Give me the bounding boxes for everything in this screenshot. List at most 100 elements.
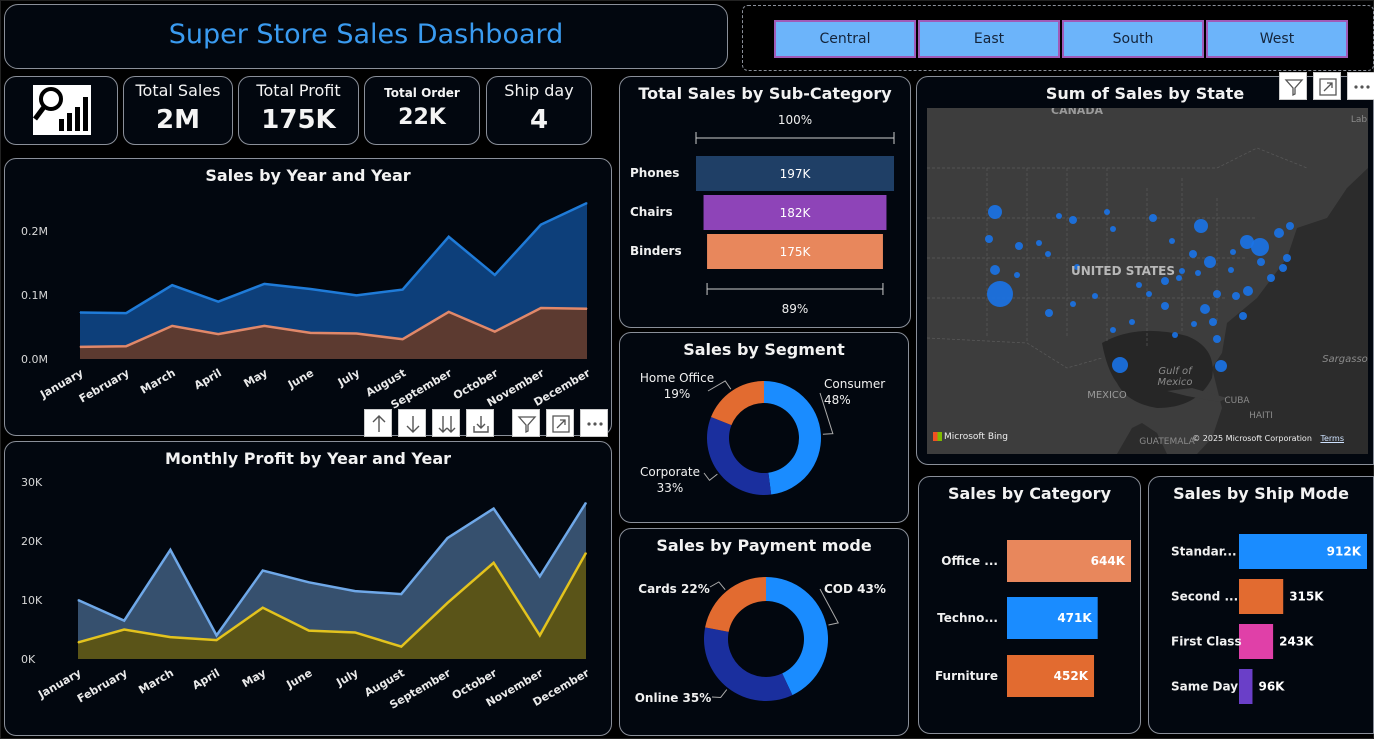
state-bubble[interactable] bbox=[1204, 256, 1216, 268]
map-card[interactable]: Sum of Sales by State CANADA UNITED STAT… bbox=[916, 76, 1374, 465]
state-bubble[interactable] bbox=[1195, 270, 1201, 276]
data-point bbox=[448, 311, 450, 313]
map-area[interactable]: CANADA UNITED STATES Gulf of Mexico MEXI… bbox=[927, 108, 1368, 454]
state-bubble[interactable] bbox=[1172, 332, 1178, 338]
state-bubble[interactable] bbox=[1149, 214, 1157, 222]
payment-card[interactable]: Sales by Payment mode COD 43% Online 35% C… bbox=[619, 528, 909, 736]
state-bubble[interactable] bbox=[1161, 302, 1169, 310]
state-bubble[interactable] bbox=[1257, 258, 1265, 266]
state-bubble[interactable] bbox=[1209, 318, 1217, 326]
kpi-label: Total Profit bbox=[256, 81, 341, 100]
slicer-south[interactable]: South bbox=[1062, 20, 1204, 58]
slice-label: 48% bbox=[824, 393, 851, 407]
state-bubble[interactable] bbox=[1074, 264, 1080, 270]
state-bubble[interactable] bbox=[1232, 292, 1240, 300]
shipmode-card[interactable]: Sales by Ship Mode Standar... 912K Second … bbox=[1148, 476, 1374, 734]
drill-up-icon[interactable] bbox=[364, 409, 392, 437]
state-bubble[interactable] bbox=[1191, 321, 1197, 327]
state-bubble[interactable] bbox=[1112, 357, 1128, 373]
slicer-east[interactable]: East bbox=[918, 20, 1060, 58]
bar[interactable] bbox=[1239, 669, 1253, 704]
subcategory-card[interactable]: Total Sales by Sub-Category 100% 197K Phon… bbox=[619, 76, 911, 328]
state-bubble[interactable] bbox=[1213, 290, 1221, 298]
funnel-bar[interactable] bbox=[707, 234, 883, 269]
state-bubble[interactable] bbox=[1215, 360, 1227, 372]
bar[interactable] bbox=[1239, 534, 1367, 569]
donut-slice[interactable] bbox=[707, 417, 772, 495]
state-bubble[interactable] bbox=[1146, 291, 1152, 297]
state-bubble[interactable] bbox=[1194, 219, 1208, 233]
state-bubble[interactable] bbox=[1179, 268, 1185, 274]
state-bubble[interactable] bbox=[1200, 304, 1210, 314]
filter-icon[interactable] bbox=[512, 409, 540, 437]
state-bubble[interactable] bbox=[1069, 216, 1077, 224]
state-bubble[interactable] bbox=[1279, 264, 1287, 272]
state-bubble[interactable] bbox=[1274, 228, 1284, 238]
state-bubble[interactable] bbox=[1267, 274, 1275, 282]
state-bubble[interactable] bbox=[1014, 272, 1020, 278]
state-bubble[interactable] bbox=[1283, 254, 1291, 262]
category-card[interactable]: Sales by Category Office ... 644K Techno..… bbox=[918, 476, 1141, 734]
expand-all-icon[interactable] bbox=[466, 409, 494, 437]
donut-slice[interactable] bbox=[711, 381, 764, 426]
donut-slice[interactable] bbox=[704, 627, 793, 701]
funnel-bar[interactable] bbox=[703, 195, 887, 230]
state-bubble[interactable] bbox=[1240, 235, 1254, 249]
chart-title: Sales by Segment bbox=[683, 340, 845, 359]
slice-label: Consumer bbox=[824, 377, 885, 391]
segment-card[interactable]: Sales by Segment Consumer 48% Corporate 33%… bbox=[619, 332, 909, 523]
state-bubble[interactable] bbox=[1110, 226, 1116, 232]
state-bubble[interactable] bbox=[1045, 309, 1053, 317]
state-bubble[interactable] bbox=[985, 235, 993, 243]
bar[interactable] bbox=[1239, 579, 1284, 614]
state-bubble[interactable] bbox=[1092, 293, 1098, 299]
drill-down-icon[interactable] bbox=[398, 409, 426, 437]
more-options-icon[interactable] bbox=[1347, 72, 1374, 100]
terms-link[interactable]: Terms bbox=[1320, 434, 1344, 443]
state-bubble[interactable] bbox=[1161, 277, 1169, 285]
focus-mode-icon[interactable] bbox=[1313, 72, 1341, 100]
donut-slice[interactable] bbox=[764, 381, 821, 495]
state-bubble[interactable] bbox=[1036, 240, 1042, 246]
more-options-icon[interactable] bbox=[580, 409, 608, 437]
state-bubble[interactable] bbox=[987, 281, 1013, 307]
state-bubble[interactable] bbox=[1015, 242, 1023, 250]
state-bubble[interactable] bbox=[1070, 301, 1076, 307]
donut-slice[interactable] bbox=[705, 577, 766, 632]
donut-slice[interactable] bbox=[766, 577, 828, 696]
state-bubble[interactable] bbox=[1286, 222, 1294, 230]
data-point bbox=[308, 630, 310, 632]
state-bubble[interactable] bbox=[1056, 213, 1062, 219]
filter-icon[interactable] bbox=[1279, 72, 1307, 100]
state-bubble[interactable] bbox=[1239, 312, 1247, 320]
y-tick-label: 10K bbox=[21, 594, 43, 607]
state-bubble[interactable] bbox=[990, 265, 1000, 275]
state-bubble[interactable] bbox=[1045, 251, 1051, 257]
funnel-bar[interactable] bbox=[696, 156, 894, 191]
state-bubble[interactable] bbox=[1104, 209, 1110, 215]
state-bubble[interactable] bbox=[988, 205, 1002, 219]
sales-by-year-card[interactable]: Sales by Year and Year 0.2M 0.1M 0.0M Janua… bbox=[4, 158, 612, 436]
state-bubble[interactable] bbox=[1243, 286, 1253, 296]
state-bubble[interactable] bbox=[1251, 238, 1269, 256]
state-bubble[interactable] bbox=[1176, 275, 1182, 281]
state-bubble[interactable] bbox=[1169, 238, 1175, 244]
expand-next-level-icon[interactable] bbox=[432, 409, 460, 437]
bar[interactable] bbox=[1239, 624, 1274, 659]
focus-mode-icon[interactable] bbox=[546, 409, 574, 437]
category-label: Techno... bbox=[937, 611, 998, 625]
state-bubble[interactable] bbox=[1136, 282, 1142, 288]
bar[interactable] bbox=[1007, 655, 1095, 697]
state-bubble[interactable] bbox=[1228, 267, 1234, 273]
monthly-profit-card[interactable]: Monthly Profit by Year and Year 30K 20K 10… bbox=[4, 441, 612, 736]
state-bubble[interactable] bbox=[1110, 327, 1116, 333]
state-bubble[interactable] bbox=[1189, 250, 1197, 258]
slicer-central[interactable]: Central bbox=[774, 20, 916, 58]
bar[interactable] bbox=[1007, 597, 1098, 639]
bar[interactable] bbox=[1007, 540, 1131, 582]
state-bubble[interactable] bbox=[1230, 249, 1236, 255]
slicer-west[interactable]: West bbox=[1206, 20, 1348, 58]
state-bubble[interactable] bbox=[1213, 335, 1221, 343]
state-bubble[interactable] bbox=[1129, 319, 1135, 325]
page-title: Super Store Sales Dashboard bbox=[168, 19, 564, 50]
